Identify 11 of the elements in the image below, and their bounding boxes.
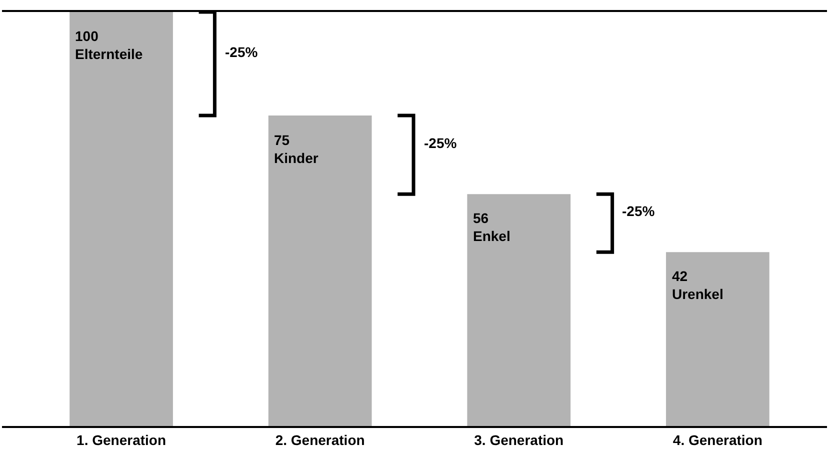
data-label: 100 Elternteile — [75, 28, 143, 62]
x-tick-label: 1. Generation — [76, 432, 166, 448]
data-label: 42 Urenkel — [672, 268, 724, 302]
x-tick-label: 4. Generation — [672, 432, 762, 448]
annotation: -25% — [225, 44, 258, 60]
x-tick-label: 3. Generation — [474, 432, 564, 448]
data-label: 56 Enkel — [473, 210, 510, 244]
annotation: -25% — [424, 135, 458, 151]
annotation: -25% — [622, 203, 656, 219]
x-tick-label: 2. Generation — [275, 432, 365, 448]
data-label: 75 Kinder — [274, 132, 319, 166]
